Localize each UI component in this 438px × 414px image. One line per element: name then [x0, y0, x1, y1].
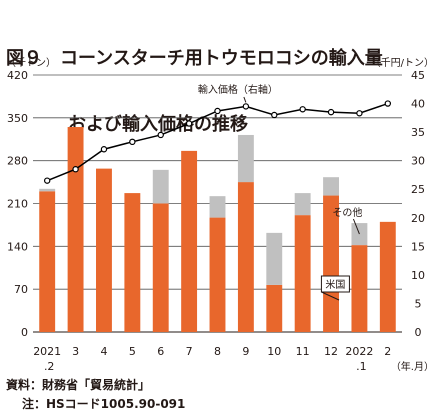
bar-us — [181, 150, 198, 332]
x-tick-label: 10 — [267, 345, 281, 358]
price-point — [157, 131, 164, 139]
y-left-tick-label: 210 — [7, 198, 28, 211]
x-tick-label: 4 — [100, 345, 107, 358]
y-right-tick-label: 25 — [411, 183, 425, 196]
bar-us — [39, 191, 56, 332]
x-tick-label: 7 — [186, 345, 193, 358]
bar-us — [294, 215, 311, 332]
y-left-unit: （千トン） — [6, 57, 56, 69]
y-left-tick-label: 140 — [7, 240, 28, 253]
chart-title: 図９ コーンスターチ用トウモロコシの輸入量 および輸入価格の推移 — [6, 4, 434, 158]
x-tick-label: 11 — [296, 345, 310, 358]
x-tick-label: 5 — [129, 345, 136, 358]
source-note: 資料：財務省「貿易統計」 — [6, 378, 151, 392]
y-right-tick-label: 35 — [411, 126, 425, 139]
x-tick-label: 3 — [72, 345, 79, 358]
price-point — [356, 110, 363, 117]
hs-code-note: 注：HSコード1005.90-091 — [22, 397, 186, 411]
y-right-tick-label: 40 — [411, 98, 425, 111]
bar-other — [237, 134, 254, 183]
y-right-tick-label: 30 — [411, 155, 425, 168]
bar-us — [351, 245, 368, 332]
bar-other — [294, 193, 311, 216]
annotation-other-leader — [352, 218, 360, 235]
y-right-unit: （千円/トン） — [371, 57, 434, 69]
bar-other — [39, 188, 56, 192]
bar-us — [124, 193, 141, 332]
title-line-2: および輸入価格の推移 — [68, 114, 248, 135]
bar-other — [266, 232, 283, 285]
annotation-us-box — [320, 275, 350, 293]
price-point — [214, 107, 221, 115]
y-right-tick-label: 15 — [411, 240, 425, 253]
price-point — [100, 146, 108, 153]
y-right-tick-label: 5 — [415, 297, 422, 310]
price-point — [299, 106, 306, 113]
y-left-tick-label: 280 — [7, 155, 28, 168]
price-point — [327, 108, 335, 116]
title-line-1: 図９ コーンスターチ用トウモロコシの輸入量 — [6, 48, 383, 69]
x-tick-label: 12 — [324, 345, 338, 358]
price-point — [72, 166, 79, 173]
x-tick-label: 6 — [157, 345, 164, 358]
price-point — [242, 103, 250, 110]
y-right-tick-label: 45 — [411, 69, 425, 82]
bar-us — [67, 127, 84, 332]
annotation-price-leader — [243, 96, 247, 103]
x-unit: （年.月） — [391, 360, 434, 373]
price-point — [185, 120, 193, 127]
annotation-price: 輸入価格（右軸） — [198, 83, 278, 96]
price-point — [129, 138, 136, 146]
y-left-tick-label: 350 — [7, 112, 28, 125]
x-tick-label: 8 — [214, 345, 221, 358]
y-left-tick-label: 0 — [21, 326, 28, 339]
annotation-other: その他 — [332, 206, 362, 219]
x-tick-label: 2021 — [33, 345, 61, 358]
bar-other — [323, 177, 339, 196]
x-tick-label: 2022 — [345, 345, 373, 358]
bar-us — [237, 182, 254, 332]
y-left-tick-label: 420 — [7, 69, 28, 82]
price-point — [271, 111, 278, 119]
bar-other — [152, 169, 169, 204]
price-point — [43, 177, 51, 184]
x-tick-label-sub: .1 — [356, 360, 367, 373]
y-right-tick-label: 20 — [411, 212, 425, 225]
x-tick-label: 9 — [242, 345, 249, 358]
bar-us — [266, 284, 283, 332]
bar-us — [152, 203, 169, 332]
y-right-tick-label: 10 — [411, 269, 425, 282]
price-point — [384, 100, 392, 107]
annotation-us-leader — [321, 291, 340, 301]
y-right-tick-label: 0 — [415, 326, 422, 339]
bar-us — [96, 168, 112, 332]
bar-us — [209, 217, 226, 332]
x-tick-label-sub: .2 — [44, 360, 55, 373]
bar-other — [209, 196, 226, 218]
x-tick-label: 2 — [384, 345, 391, 358]
y-left-tick-label: 70 — [14, 283, 28, 296]
bar-us — [379, 221, 396, 332]
annotation-us: 米国 — [325, 278, 345, 291]
